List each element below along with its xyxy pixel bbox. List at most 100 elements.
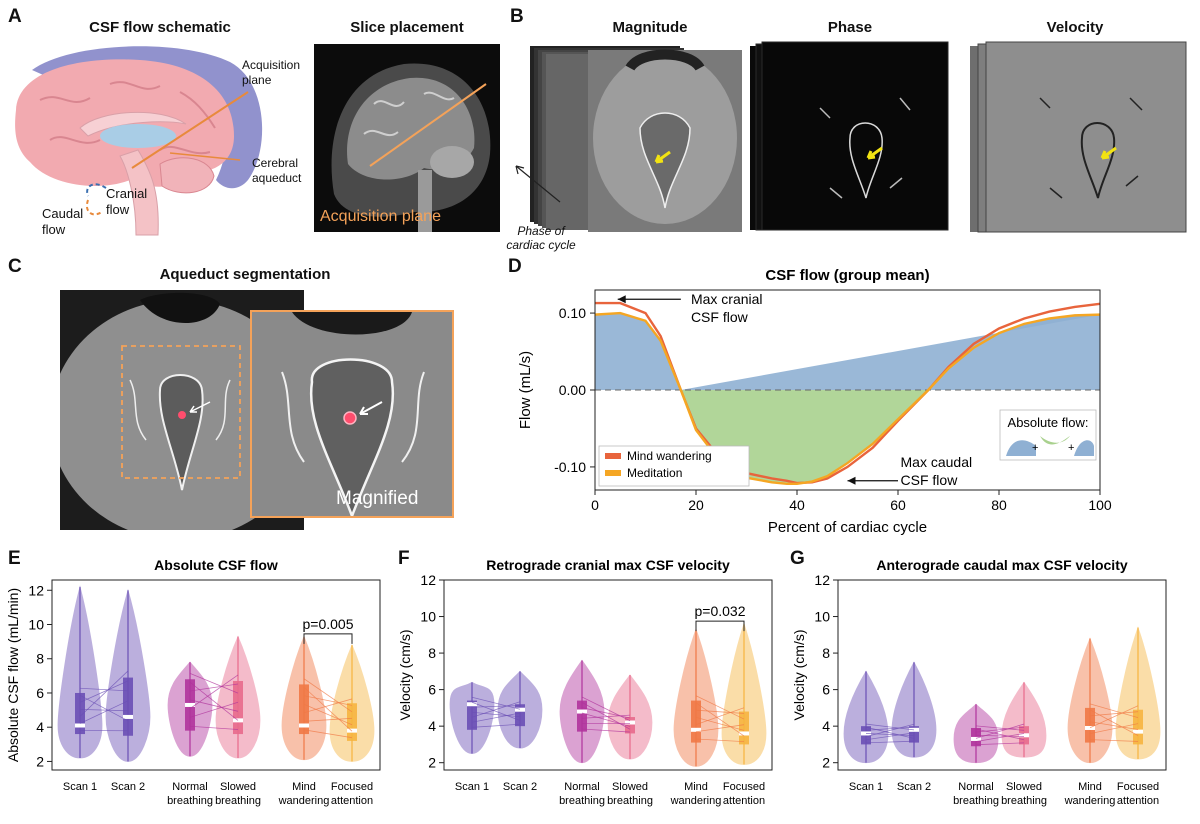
iqr-box: [123, 677, 133, 736]
median-mark: [347, 728, 357, 733]
iqr-box: [739, 711, 749, 745]
segmentation-title: Aqueduct segmentation: [159, 266, 331, 283]
panel-label-c: C: [8, 256, 22, 277]
paired-line: [303, 698, 353, 714]
panel-label-d: D: [508, 256, 522, 277]
paired-line: [79, 694, 129, 722]
paired-line: [189, 725, 239, 730]
velocity-arrow-icon: [1100, 146, 1117, 160]
paired-line: [303, 678, 353, 713]
velocity-title: Velocity: [1046, 19, 1104, 36]
schematic-title: CSF flow schematic: [89, 19, 231, 36]
paired-line: [865, 723, 915, 731]
panel-label-f: F: [398, 548, 410, 569]
paired-line: [471, 696, 521, 710]
paired-line: [79, 680, 129, 703]
paired-line: [865, 726, 915, 739]
plot-frame: [51, 579, 381, 771]
aqueduct-pointer: [169, 152, 241, 161]
paired-line: [1089, 709, 1139, 736]
x-tick-label: 20: [688, 497, 704, 513]
paired-line: [695, 709, 745, 714]
legend-swatch-0: [605, 453, 621, 459]
cortex-folds: [39, 81, 216, 155]
inset-title: Absolute flow:: [1008, 415, 1089, 430]
spine-shape: [418, 170, 432, 232]
paired-line: [865, 726, 915, 731]
brain-folds: [363, 91, 455, 137]
phase-title: Phase: [827, 19, 873, 36]
y-tick-label: 8: [428, 645, 436, 661]
median-mark: [1019, 733, 1029, 738]
x-axis-label: Percent of cardiac cycle: [768, 519, 927, 536]
paired-line: [695, 702, 745, 737]
x-tick-label: 40: [789, 497, 805, 513]
axial-mri: [60, 292, 304, 530]
category-label: Scan 2: [111, 781, 145, 793]
paired-line: [189, 683, 239, 692]
paired-line: [975, 742, 1025, 746]
y-tick-label: 2: [822, 755, 830, 771]
median-mark: [691, 727, 701, 732]
paired-line: [189, 673, 239, 694]
paired-line: [865, 723, 915, 737]
category-label: Focused attention: [723, 781, 765, 807]
chart-g-caudal-velocity: Anterograde caudal max CSF velocity 2 4 6 8 1…: [791, 557, 1167, 807]
y-tick-label: 8: [822, 645, 830, 661]
paired-line: [79, 687, 129, 692]
paired-line: [695, 695, 745, 720]
significance-bracket: [695, 620, 745, 632]
y-axis-label: Velocity (cm/s): [397, 629, 413, 720]
paired-line: [303, 695, 353, 706]
paired-line: [581, 712, 631, 727]
panel-label-e: E: [8, 548, 21, 569]
category-label: Normal breathing: [167, 781, 213, 807]
paired-line: [975, 726, 1025, 733]
iqr-box: [515, 704, 525, 727]
category-label: Scan 1: [63, 781, 97, 793]
paired-line: [471, 705, 521, 708]
paired-line: [303, 729, 353, 739]
y-axis-label: Velocity (cm/s): [791, 629, 807, 720]
paired-line: [975, 733, 1025, 742]
panel-label-a: A: [8, 6, 22, 27]
paired-line: [695, 707, 745, 725]
paired-line: [695, 738, 745, 743]
iqr-box: [625, 717, 635, 734]
sagittal-mri: [331, 63, 491, 232]
slice-caption: Acquisition plane: [320, 208, 441, 225]
y-tick-label: 2: [428, 755, 436, 771]
iqr-box: [467, 700, 477, 730]
y-tick-label: 4: [36, 719, 44, 735]
category-label: Scan 2: [503, 781, 537, 793]
paired-line: [1089, 721, 1139, 730]
magnitude-title: Magnitude: [612, 19, 688, 36]
paired-line: [79, 709, 129, 712]
y-tick-label: 6: [36, 685, 44, 701]
paired-line: [695, 724, 745, 733]
y-axis-label: Flow (mL/s): [517, 351, 534, 429]
paired-line: [865, 740, 915, 744]
category-label: Mind wandering: [278, 781, 330, 807]
y-tick-label: 0.10: [559, 305, 586, 321]
paired-line: [303, 717, 353, 722]
y-tick-label: 6: [822, 682, 830, 698]
acquisition-plane-line: [131, 91, 249, 169]
phase-of-cycle-label: Phase of cardiac cycle: [506, 224, 576, 252]
magnified-image: Magnified: [250, 310, 454, 518]
paired-line: [303, 703, 353, 726]
ventricle: [100, 124, 176, 148]
label-cranial-flow: Cranial flow: [106, 186, 148, 217]
x-tick-label: 60: [890, 497, 906, 513]
label-cerebral-aqueduct: Cerebral aqueduct: [252, 156, 302, 185]
paired-line: [581, 696, 631, 722]
label-caudal-flow: Caudal flow: [42, 206, 84, 237]
magnitude-arrow-icon: [654, 150, 671, 164]
p-value-label: p=0.005: [303, 616, 354, 632]
median-mark: [739, 731, 749, 736]
paired-line: [1089, 703, 1139, 719]
iqr-box: [909, 726, 919, 743]
cerebellum: [159, 157, 215, 194]
category-label: Mind wandering: [670, 781, 722, 807]
category-label: Slowed breathing: [215, 781, 261, 807]
